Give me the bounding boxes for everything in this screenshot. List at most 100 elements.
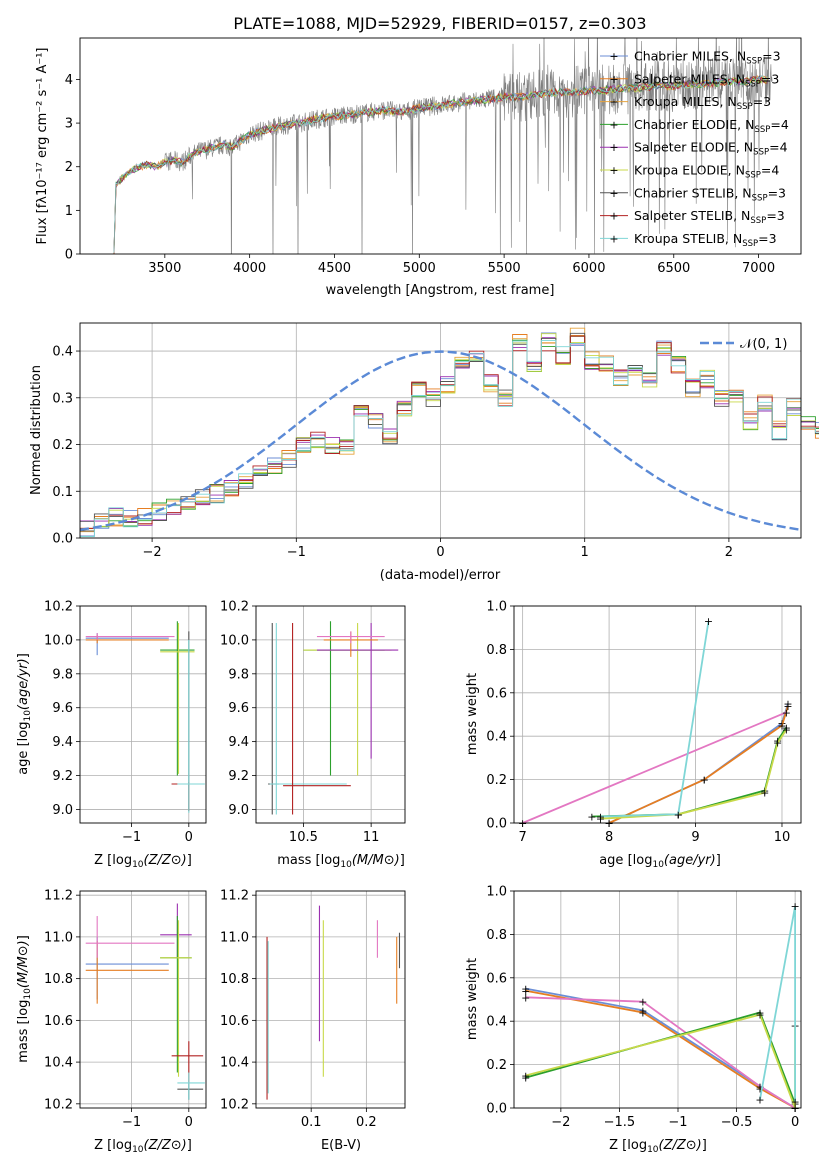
label-part: age [log	[599, 853, 652, 868]
label-part: (Z/Z⊙)	[144, 1138, 187, 1153]
legend-text: =4	[770, 117, 788, 132]
label-part: ]	[16, 935, 31, 940]
x-axis-label: Z [log10(Z/Z⊙)]	[609, 1138, 707, 1155]
legend-sub: SSP	[746, 57, 762, 67]
y-tick-label: 0.8	[486, 643, 507, 658]
legend-text: =4	[769, 140, 787, 155]
panel-age-vs-Z: −1 09.09.29.49.69.810.010.2Z [log10(Z/Z⊙)…	[16, 600, 207, 870]
mass-weight-marker: +	[755, 1009, 764, 1022]
gaussian-curve	[79, 350, 802, 531]
label-part: (age/yr)	[16, 658, 31, 710]
mass-weight-marker: +	[638, 996, 647, 1009]
mass-weight-marker: +	[755, 1082, 764, 1095]
x-tick-label: 0.2	[356, 1115, 377, 1130]
x-tick-label: 0	[185, 1115, 193, 1130]
axes-frame	[79, 37, 802, 255]
plot-area: +++++++++ +++++++++++++	[521, 900, 800, 1115]
legend-text: Chabrier STELIB, N	[634, 185, 752, 200]
legend-text: =3	[762, 49, 780, 64]
mass-weight-marker: +	[521, 985, 530, 998]
mass-weight-marker: +	[587, 810, 596, 823]
label-sub: 10	[647, 1145, 659, 1155]
y-tick-label: 10.4	[44, 1056, 73, 1071]
legend-sub: SSP	[752, 193, 768, 203]
label-part: ]	[702, 1138, 707, 1153]
y-tick-label: 10.0	[220, 633, 249, 648]
y-tick-label: 10.0	[44, 633, 73, 648]
mass-weight-marker: +	[760, 787, 769, 800]
axes-frame	[79, 605, 207, 824]
y-tick-label: 10.8	[44, 972, 73, 987]
legend-text: Kroupa STELIB, N	[634, 231, 742, 246]
mass-weight-marker: +	[674, 808, 683, 821]
x-tick-label: 10	[774, 830, 791, 845]
legend-text: =3	[758, 231, 776, 246]
histogram-step	[80, 335, 819, 528]
x-tick-label: 4000	[233, 261, 266, 276]
label-part: age [log	[16, 722, 31, 775]
plot-area	[79, 327, 819, 537]
mass-weight-marker: +	[782, 706, 791, 719]
label-part: (Z/Z⊙)	[144, 853, 187, 868]
legend-sub: SSP	[754, 125, 770, 135]
y-tick-label: 3	[65, 117, 73, 132]
y-tick-label: 0	[65, 248, 73, 263]
mass-weight-line	[608, 703, 789, 824]
label-part: ]	[187, 853, 192, 868]
y-tick-label: 1	[65, 204, 73, 219]
panel-mass-weight-vs-Z: +++++++++ +++++++++++++−2 −1.5 −1 −0.5 0 0.0 0.…	[465, 885, 802, 1155]
mass-weight-marker: +	[783, 700, 792, 713]
mass-weight-marker: +	[521, 983, 530, 996]
y-tick-label: 10.8	[220, 972, 249, 987]
panel-mass-vs-Z: −1 010.210.410.610.811.011.2Z [log10(Z/Z⊙…	[16, 889, 207, 1155]
legend-text: Chabrier MILES, N	[634, 49, 746, 64]
x-tick-label: 0	[436, 545, 444, 560]
y-tick-label: 0.2	[486, 773, 507, 788]
y-tick-label: 9.4	[228, 735, 249, 750]
legend-marker: +	[609, 50, 618, 63]
x-axis-label: E(B-V)	[321, 1138, 361, 1153]
legend-entry: Chabrier MILES, NSSP=3	[634, 49, 781, 67]
mass-weight-marker: +	[791, 900, 800, 913]
mass-weight-marker: +	[704, 615, 713, 628]
plot-area	[268, 621, 399, 815]
legend-text: Kroupa MILES, N	[634, 94, 737, 109]
x-tick-label: 4500	[318, 261, 351, 276]
mass-weight-line	[522, 711, 787, 824]
label-sub: 10	[132, 1145, 144, 1155]
axes-frame	[513, 605, 802, 824]
y-tick-label: 0.2	[486, 1058, 507, 1073]
legend-marker: +	[609, 164, 618, 177]
x-tick-label: 6500	[657, 261, 690, 276]
legend-sub: SSP	[753, 148, 769, 158]
histogram-step	[80, 332, 819, 537]
label-sub: 10	[23, 710, 33, 722]
mass-weight-marker: +	[755, 1080, 764, 1093]
y-tick-label: 9.8	[52, 667, 73, 682]
label-part: mass [log	[16, 1000, 31, 1063]
histogram-step	[80, 334, 819, 529]
x-tick-label: −2	[551, 1115, 570, 1130]
y-tick-label: 9.8	[228, 667, 249, 682]
legend-entry: Kroupa STELIB, NSSP=3	[634, 231, 777, 249]
x-tick-label: 0	[185, 830, 193, 845]
histogram-step	[80, 335, 819, 530]
y-tick-label: 9.2	[228, 769, 249, 784]
x-tick-label: 8	[605, 830, 613, 845]
mass-weight-line	[525, 989, 796, 1109]
legend-marker: +	[609, 232, 618, 245]
x-axis-label: wavelength [Angstrom, rest frame]	[326, 283, 555, 298]
y-tick-label: 11.0	[220, 930, 249, 945]
legend-sub: SSP	[742, 239, 758, 249]
mass-weight-marker: +	[521, 1069, 530, 1082]
axes-frame	[513, 890, 802, 1109]
label-part: (age/yr)	[664, 853, 716, 868]
legend-text: =3	[761, 71, 779, 86]
x-tick-label: 3500	[148, 261, 181, 276]
axes-frame	[79, 890, 207, 1109]
x-tick-label: 2	[725, 545, 733, 560]
plot-area: +++++++++++ +++++ +++++ ++	[518, 615, 793, 830]
mass-weight-marker: +	[596, 813, 605, 826]
x-tick-label: 6000	[572, 261, 605, 276]
